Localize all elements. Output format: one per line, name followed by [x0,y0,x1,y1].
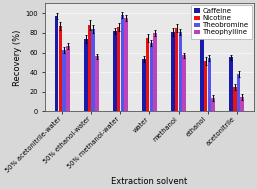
Bar [204,61,207,112]
Bar [91,29,95,112]
Bar [233,87,236,112]
Bar [62,50,66,112]
Bar [95,57,99,112]
Bar [241,97,244,112]
Bar [117,27,120,112]
Legend: Caffeine, Nicotine, Theobromine, Theophylline: Caffeine, Nicotine, Theobromine, Theophy… [191,5,252,39]
Bar [66,46,70,112]
Bar [237,74,240,112]
Bar [124,18,128,112]
Bar [179,32,182,112]
X-axis label: Extraction solvent: Extraction solvent [111,177,188,186]
Bar [84,39,88,112]
Bar [200,20,204,112]
Bar [142,59,146,112]
Bar [59,26,62,112]
Bar [55,16,59,112]
Y-axis label: Recovery (%): Recovery (%) [13,29,22,86]
Bar [113,31,117,112]
Bar [171,32,175,112]
Bar [153,33,157,112]
Bar [121,15,124,112]
Bar [175,28,178,112]
Bar [182,56,186,112]
Bar [88,25,91,112]
Bar [146,38,149,112]
Bar [150,43,153,112]
Bar [208,58,211,112]
Bar [229,57,233,112]
Bar [212,98,215,112]
